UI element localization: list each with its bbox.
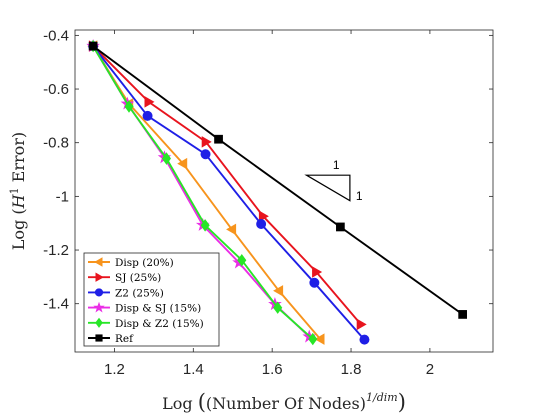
legend-item: Z2 (25%) [88,287,164,299]
data-point [356,318,367,331]
series-5 [88,41,467,319]
legend-label: Ref [115,333,134,345]
slope-triangle-side-label: 1 [356,189,363,203]
data-point [308,332,318,346]
legend-item: Ref [88,333,134,345]
y-tick-label: -1.2 [43,242,69,259]
ticks-layer: 1.2 1.4 1.6 1.8 2 -0.4 -0.6 -0.8 -1 -1.2 -1.4 [43,27,493,378]
data-point [200,219,210,232]
x-axis-label-exponent: 1/dim [366,391,398,404]
legend: Disp (20%) SJ (25%) Z2 (25%) Disp & SJ (15%… [83,252,220,347]
data-point [124,100,134,113]
data-point [161,152,171,165]
data-point [214,134,223,144]
legend-label: Disp & Z2 (15%) [115,318,204,330]
legend-item: Disp & SJ (15%) [88,301,201,315]
y-tick-label: -1 [56,188,69,205]
data-point [359,334,370,345]
legend-label: SJ (25%) [115,272,161,284]
x-axis-label: Log ((Number Of Nodes)1/dim) [162,390,406,414]
data-point [88,41,98,51]
series-line [92,45,366,341]
y-axis-label: Log (H1 Error) [8,132,28,250]
series-line [92,45,322,340]
data-point [309,277,320,288]
y-axis-label-sup: 1 [8,187,21,194]
legend-label: Disp & SJ (15%) [115,303,201,315]
legend-label: Z2 (25%) [115,287,164,299]
legend-item: Disp (20%) [88,257,174,269]
series-line [92,45,464,316]
data-point [144,96,155,108]
data-point [200,149,211,160]
y-axis-label-prefix: Log ( [9,208,28,250]
slope-triangle-top-label: 1 [333,158,340,172]
data-point [273,285,284,297]
legend-marker [94,288,104,297]
legend-box [83,252,220,347]
series-line [92,45,362,326]
x-axis-label-inner: (Number Of Nodes) [206,394,366,413]
x-tick-label: 1.8 [341,361,362,378]
x-tick-label: 1.2 [104,361,125,378]
legend-marker [95,334,103,342]
data-point [201,136,212,148]
x-tick-label: 1.6 [262,361,283,378]
marks-layer: 11 [86,38,467,346]
y-tick-label: -0.6 [43,81,69,98]
data-point [458,310,467,319]
y-tick-label: -0.8 [43,135,69,152]
x-tick-label: 1.4 [183,361,204,378]
data-point [142,110,153,121]
legend-marker [95,272,104,282]
legend-marker [94,257,103,267]
x-tick-label: 2 [426,361,434,378]
y-axis-label-space: H [9,193,28,209]
data-point [314,333,325,345]
labels-layer: Log ((Number Of Nodes)1/dim)Log (H1 Erro… [8,132,406,414]
legend-marker [93,301,105,313]
y-tick-label: -0.4 [43,27,69,44]
data-point [273,301,283,314]
y-axis-label-inner: Error) [9,132,28,188]
x-axis-label-paren: ) [398,390,406,414]
legend-marker [95,317,103,328]
legend-item: SJ (25%) [88,272,161,284]
data-point [312,266,323,278]
plot-frame [74,29,494,353]
legend-item: Disp & Z2 (15%) [88,317,204,330]
legend-label: Disp (20%) [115,257,174,269]
data-point [336,222,345,232]
slope-triangle [304,174,351,202]
data-point [177,157,188,170]
x-axis-label-prefix: Log [162,394,198,413]
data-point [237,253,247,267]
y-tick-label: -1.4 [43,296,69,313]
data-point [258,210,269,222]
x-axis-label-paren: ( [198,390,206,414]
data-point [226,223,237,236]
data-point [256,219,267,229]
